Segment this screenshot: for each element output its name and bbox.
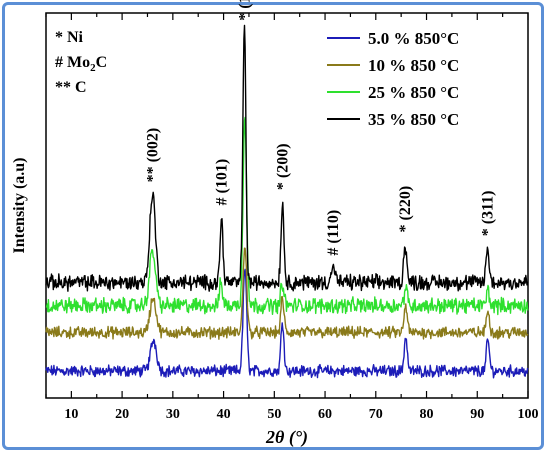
legend-entry: 35 % 850 °C: [368, 110, 459, 129]
x-tick-label: 100: [518, 407, 539, 422]
x-tick-label: 90: [470, 407, 484, 422]
series-line-2: [45, 247, 529, 340]
peak-label: * (200): [274, 143, 291, 190]
series-line-4: [45, 24, 529, 292]
legend-entry: 10 % 850 °C: [368, 56, 459, 75]
x-tick-label: 60: [318, 407, 332, 422]
phase-legend-item: * Ni: [55, 29, 84, 46]
peak-label: # (101): [214, 159, 231, 206]
legend-entry: 25 % 850 °C: [368, 83, 459, 102]
x-tick-label: 50: [267, 407, 281, 422]
x-axis-label: 2θ (°): [265, 427, 308, 448]
peak-label: * (311): [479, 191, 496, 237]
peak-label: # (110): [325, 210, 342, 256]
plot-area-frame: [45, 12, 529, 399]
x-tick-label: 20: [115, 407, 129, 422]
peak-label: * (111): [236, 0, 253, 21]
peak-label: * (220): [397, 186, 414, 233]
phase-legend-item: # Mo2C: [55, 54, 107, 74]
phase-legend-item: ** C: [55, 79, 87, 96]
peak-label: ** (002): [145, 128, 162, 183]
x-tick-label: 70: [369, 407, 383, 422]
x-tick-label: 80: [420, 407, 434, 422]
series-line-3: [45, 116, 529, 316]
x-tick-label: 30: [166, 407, 180, 422]
figure-border: [2, 2, 544, 450]
legend-entry: 5.0 % 850°C: [368, 29, 459, 48]
y-axis-label: Intensity (a.u): [11, 157, 28, 253]
x-tick-label: 10: [64, 407, 78, 422]
x-tick-label: 40: [217, 407, 231, 422]
series-line-1: [45, 268, 529, 379]
